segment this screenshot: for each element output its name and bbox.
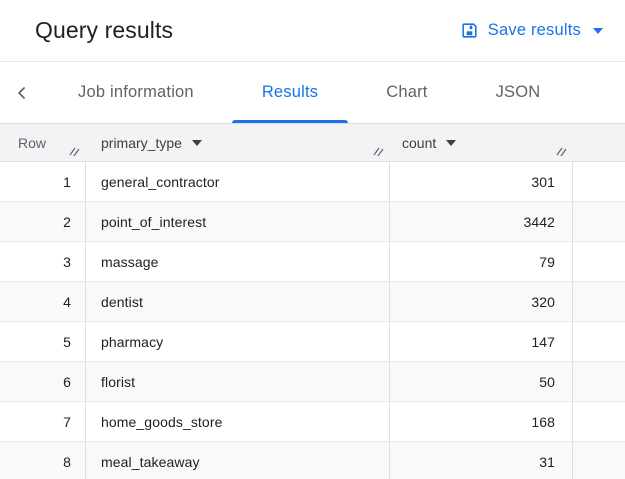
table-row: 5 pharmacy 147 xyxy=(0,322,625,362)
row-number-cell: 1 xyxy=(0,162,86,201)
table-row: 6 florist 50 xyxy=(0,362,625,402)
primary-type-cell: meal_takeaway xyxy=(86,442,390,479)
primary-type-cell: massage xyxy=(86,242,390,281)
column-label: primary_type xyxy=(101,134,182,151)
column-label: count xyxy=(402,134,437,151)
primary-type-cell: pharmacy xyxy=(86,322,390,361)
primary-type-cell: florist xyxy=(86,362,390,401)
row-number-cell: 8 xyxy=(0,442,86,479)
chevron-left-icon xyxy=(12,83,32,103)
primary-type-cell: point_of_interest xyxy=(86,202,390,241)
query-results-header: Query results Save results xyxy=(0,0,625,62)
table-row: 1 general_contractor 301 xyxy=(0,162,625,202)
primary-type-cell: general_contractor xyxy=(86,162,390,201)
tab-json[interactable]: JSON xyxy=(495,83,541,101)
tab-chart[interactable]: Chart xyxy=(386,83,428,101)
column-header-primary-type: primary_type xyxy=(86,124,390,161)
count-cell: 301 xyxy=(390,162,573,201)
column-menu-icon[interactable] xyxy=(191,139,202,146)
save-icon xyxy=(460,21,479,40)
row-number-cell: 5 xyxy=(0,322,86,361)
filler-cell xyxy=(573,242,625,281)
row-number-cell: 6 xyxy=(0,362,86,401)
results-tabbar: Job information Results Chart JSON xyxy=(0,62,625,124)
count-cell: 3442 xyxy=(390,202,573,241)
row-number-cell: 2 xyxy=(0,202,86,241)
column-label: Row xyxy=(18,134,47,151)
filler-cell xyxy=(573,442,625,479)
tabs-scroll-left-button[interactable] xyxy=(0,62,44,123)
filler-cell xyxy=(573,282,625,321)
table-row: 8 meal_takeaway 31 xyxy=(0,442,625,479)
row-number-cell: 4 xyxy=(0,282,86,321)
column-header-count: count xyxy=(390,124,573,161)
table-row: 4 dentist 320 xyxy=(0,282,625,322)
table-row: 2 point_of_interest 3442 xyxy=(0,202,625,242)
column-menu-icon[interactable] xyxy=(446,139,457,146)
tab-results[interactable]: Results xyxy=(231,62,349,123)
save-results-button[interactable]: Save results xyxy=(460,21,603,40)
filler-cell xyxy=(573,202,625,241)
count-cell: 147 xyxy=(390,322,573,361)
page-title: Query results xyxy=(35,17,174,43)
count-cell: 79 xyxy=(390,242,573,281)
filler-cell xyxy=(573,402,625,441)
primary-type-cell: home_goods_store xyxy=(86,402,390,441)
column-resize-handle[interactable] xyxy=(555,144,568,157)
primary-type-cell: dentist xyxy=(86,282,390,321)
save-results-label: Save results xyxy=(487,21,581,39)
row-number-cell: 7 xyxy=(0,402,86,441)
column-resize-handle[interactable] xyxy=(68,144,81,157)
tab-job-information[interactable]: Job information xyxy=(78,83,194,101)
count-cell: 168 xyxy=(390,402,573,441)
column-header-row: Row xyxy=(0,124,86,161)
table-row: 3 massage 79 xyxy=(0,242,625,282)
count-cell: 50 xyxy=(390,362,573,401)
filler-cell xyxy=(573,362,625,401)
column-resize-handle[interactable] xyxy=(372,144,385,157)
filler-cell xyxy=(573,322,625,361)
table-row: 7 home_goods_store 168 xyxy=(0,402,625,442)
count-cell: 320 xyxy=(390,282,573,321)
table-header-row: Row primary_type count xyxy=(0,124,625,162)
column-header-filler xyxy=(573,124,625,161)
filler-cell xyxy=(573,162,625,201)
row-number-cell: 3 xyxy=(0,242,86,281)
dropdown-arrow-icon xyxy=(593,27,603,34)
results-table-body: 1 general_contractor 301 2 point_of_inte… xyxy=(0,162,625,479)
count-cell: 31 xyxy=(390,442,573,479)
